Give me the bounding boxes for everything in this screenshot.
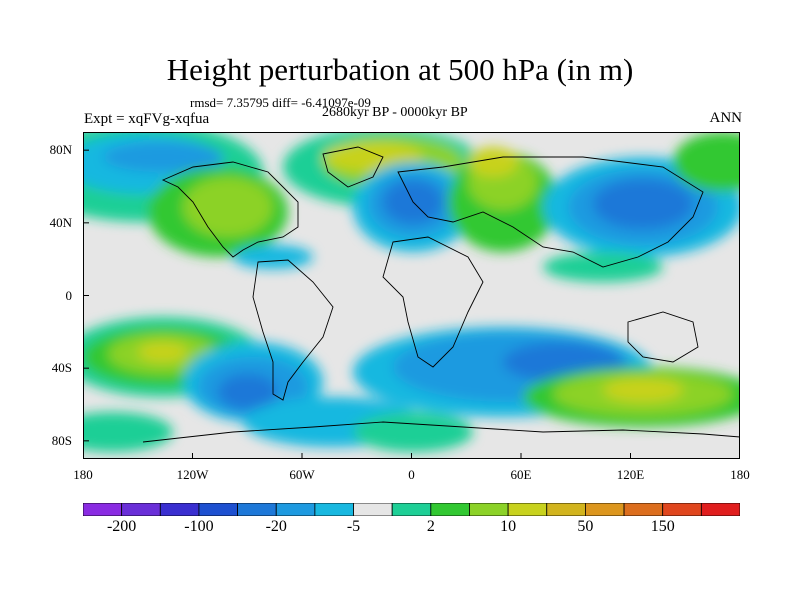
colorbar-label: 150 <box>650 518 675 535</box>
colorbar-swatch <box>353 503 393 516</box>
colorbar-swatch <box>430 503 470 516</box>
colorbar-swatch <box>507 503 548 516</box>
colorbar-swatch <box>623 503 664 516</box>
colorbar-label: -5 <box>346 518 361 535</box>
colorbar-swatch <box>198 503 238 516</box>
field-region <box>603 378 683 402</box>
field-region <box>83 412 173 452</box>
coastline-antarctica <box>142 421 740 443</box>
coastline-greenland <box>322 146 384 188</box>
field-region <box>673 132 740 192</box>
colorbar-swatch <box>159 503 200 516</box>
season-label: ANN <box>709 110 743 126</box>
colorbar <box>83 503 740 516</box>
page-title: Height perturbation at 500 hPa (in m) <box>166 52 634 87</box>
coastline-africa <box>382 236 484 368</box>
colorbar-swatch <box>662 503 702 516</box>
colorbar-swatch <box>700 503 740 516</box>
colorbar-swatch <box>469 503 509 516</box>
colorbar-swatch <box>237 503 277 516</box>
longitude-label: 120E <box>616 467 645 482</box>
colorbar-swatch <box>83 503 123 516</box>
field-region <box>233 245 313 269</box>
longitude-label: 60W <box>289 467 315 482</box>
longitude-label: 60E <box>510 467 532 482</box>
colorbar-swatch <box>121 503 161 516</box>
map-panel <box>83 132 740 459</box>
experiment-label: Expt = xqFVg-xqfua <box>84 111 210 127</box>
colorbar-label: -20 <box>265 518 287 535</box>
coastlines <box>142 146 740 443</box>
colorbar-label: -200 <box>106 518 137 535</box>
field-region <box>593 179 693 229</box>
axis-ticks <box>83 149 740 459</box>
colorbar-swatch <box>314 503 354 516</box>
colorbar-label: 2 <box>426 518 435 535</box>
latitude-label: 80S <box>51 432 72 448</box>
colorbar-swatch <box>546 503 586 516</box>
coastline-eurasia <box>397 156 704 268</box>
latitude-label: 40N <box>49 214 72 230</box>
colorbar-swatch <box>275 503 316 516</box>
stats-line: rmsd= 7.35795 diff= -6.41097e-09 <box>190 95 371 110</box>
field-region <box>103 142 223 172</box>
field-region <box>138 342 188 362</box>
colorbar-swatch <box>585 503 625 516</box>
longitude-label: 180 <box>73 467 93 482</box>
field-region <box>468 147 518 177</box>
colorbar-label: 50 <box>577 518 594 535</box>
coastline-south-america <box>252 259 334 401</box>
longitude-label: 180 <box>730 467 750 482</box>
field-region <box>218 374 278 410</box>
colorbar-swatch <box>391 503 432 516</box>
colorbar-label: 10 <box>500 518 517 535</box>
field-region <box>353 412 473 452</box>
period-label: 2680kyr BP - 0000kyr BP <box>322 105 468 120</box>
latitude-label: 40S <box>51 360 72 376</box>
longitude-label: 0 <box>408 467 415 482</box>
latitude-label: 80N <box>49 142 72 158</box>
coastline-north-america <box>161 161 299 258</box>
coastline-australia <box>627 311 699 363</box>
longitude-label: 120W <box>176 467 209 482</box>
colorbar-label: -100 <box>184 518 214 535</box>
latitude-label: 0 <box>65 287 73 303</box>
